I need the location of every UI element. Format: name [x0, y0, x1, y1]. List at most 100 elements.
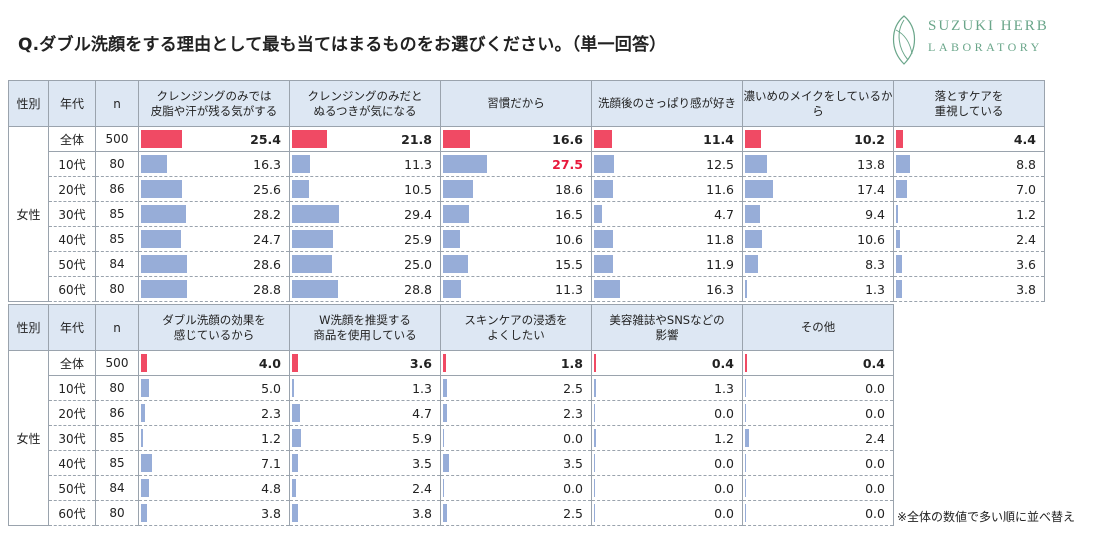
bar-mark — [292, 180, 309, 198]
data-label: 12.5 — [706, 156, 734, 172]
value-cell: 1.3 — [591, 375, 743, 401]
value-cell: 15.5 — [440, 251, 592, 277]
table-row: 60代 80 3.8 3.8 2.5 0.0 0.0 — [9, 500, 894, 526]
data-label: 11.3 — [555, 281, 583, 297]
data-label: 0.4 — [711, 355, 734, 371]
column-header: W洗顔を推奨する 商品を使用している — [289, 304, 441, 351]
bar-mark — [292, 255, 332, 273]
data-label: 8.3 — [865, 256, 885, 272]
value-cell: 5.0 — [138, 375, 290, 401]
data-label: 25.0 — [404, 256, 432, 272]
value-cell: 3.6 — [289, 350, 441, 376]
value-cell: 7.1 — [138, 450, 290, 476]
age-cell: 20代 — [48, 400, 96, 426]
n-cell: 85 — [95, 201, 139, 227]
n-cell: 85 — [95, 450, 139, 476]
column-header: クレンジングのみでは 皮脂や汗が残る気がする — [138, 80, 290, 127]
column-header: その他 — [742, 304, 894, 351]
value-cell: 4.8 — [138, 475, 290, 501]
age-cell: 50代 — [48, 251, 96, 277]
value-cell: 11.9 — [591, 251, 743, 277]
value-cell: 8.8 — [893, 151, 1045, 177]
value-cell: 12.5 — [591, 151, 743, 177]
data-label: 1.2 — [1016, 206, 1036, 222]
value-cell: 2.5 — [440, 375, 592, 401]
n-cell: 86 — [95, 176, 139, 202]
value-cell: 11.6 — [591, 176, 743, 202]
column-header-line: 習慣だから — [487, 96, 545, 110]
data-label: 1.2 — [714, 430, 734, 446]
column-header-line: クレンジングのみでは — [156, 88, 272, 103]
bar-mark — [594, 130, 613, 148]
bar-mark — [141, 280, 188, 298]
value-cell: 0.4 — [591, 350, 743, 376]
data-label: 0.4 — [862, 355, 885, 371]
bar-mark — [745, 379, 746, 397]
value-cell: 1.8 — [440, 350, 592, 376]
data-label: 5.9 — [412, 430, 432, 446]
n-cell: 80 — [95, 500, 139, 526]
column-header-line: ダブル洗顔の効果を — [162, 312, 266, 327]
bar-mark — [292, 354, 298, 372]
n-cell: 80 — [95, 375, 139, 401]
bar-mark — [594, 180, 613, 198]
column-header-line: ぬるつきが気になる — [313, 103, 417, 118]
value-cell: 11.3 — [289, 151, 441, 177]
age-cell: 10代 — [48, 375, 96, 401]
bar-mark — [594, 230, 613, 248]
sort-note: ※全体の数値で多い順に並べ替え — [897, 510, 1076, 524]
bar-mark — [292, 205, 340, 223]
age-cell: 全体 — [48, 350, 96, 376]
value-cell: 2.4 — [893, 226, 1045, 252]
data-label: 4.4 — [1013, 131, 1036, 147]
bar-mark — [443, 230, 460, 248]
bar-mark — [292, 504, 299, 522]
column-header-line: W洗顔を推奨する — [319, 312, 411, 327]
column-header-line: 皮脂や汗が残る気がする — [150, 103, 278, 118]
bar-mark — [745, 255, 759, 273]
value-cell: 11.8 — [591, 226, 743, 252]
age-header: 年代 — [48, 304, 96, 351]
value-cell: 29.4 — [289, 201, 441, 227]
data-label: 2.4 — [1016, 231, 1036, 247]
column-header-line: 商品を使用している — [313, 327, 417, 342]
bar-mark — [292, 230, 334, 248]
table-row: 50代 84 4.8 2.4 0.0 0.0 0.0 — [9, 475, 894, 501]
data-label: 3.6 — [409, 355, 432, 371]
bar-mark — [594, 255, 614, 273]
value-cell: 13.8 — [742, 151, 894, 177]
column-header-line: その他 — [800, 320, 836, 334]
data-label: 2.4 — [412, 480, 432, 496]
column-header: スキンケアの浸透を よくしたい — [440, 304, 592, 351]
age-cell: 50代 — [48, 475, 96, 501]
data-label: 15.5 — [555, 256, 583, 272]
data-label: 3.8 — [412, 505, 432, 521]
value-cell: 4.0 — [138, 350, 290, 376]
data-label: 28.8 — [253, 281, 281, 297]
data-label: 21.8 — [401, 131, 432, 147]
value-cell: 2.5 — [440, 500, 592, 526]
age-cell: 60代 — [48, 276, 96, 302]
value-cell: 5.9 — [289, 425, 441, 451]
bar-mark — [896, 280, 903, 298]
table-row: 30代 85 28.2 29.4 16.5 4.7 9.4 1.2 — [9, 201, 1045, 227]
value-cell: 2.4 — [289, 475, 441, 501]
value-cell: 0.0 — [742, 375, 894, 401]
column-header-line: 落とすケアを — [934, 88, 1004, 103]
bar-mark — [443, 180, 473, 198]
gender-cell: 女性 — [8, 350, 49, 526]
age-cell: 30代 — [48, 425, 96, 451]
value-cell: 1.2 — [893, 201, 1045, 227]
data-label: 29.4 — [404, 206, 432, 222]
n-cell: 80 — [95, 151, 139, 177]
bar-mark — [141, 504, 148, 522]
data-label: 0.0 — [865, 505, 885, 521]
value-cell: 3.5 — [289, 450, 441, 476]
bar-mark — [443, 155, 487, 173]
data-label: 10.6 — [555, 231, 583, 247]
value-cell: 10.6 — [742, 226, 894, 252]
logo-text-line2: LABORATORY — [928, 40, 1043, 54]
n-header: n — [95, 80, 139, 127]
value-cell: 25.4 — [138, 126, 290, 152]
value-cell: 25.6 — [138, 176, 290, 202]
